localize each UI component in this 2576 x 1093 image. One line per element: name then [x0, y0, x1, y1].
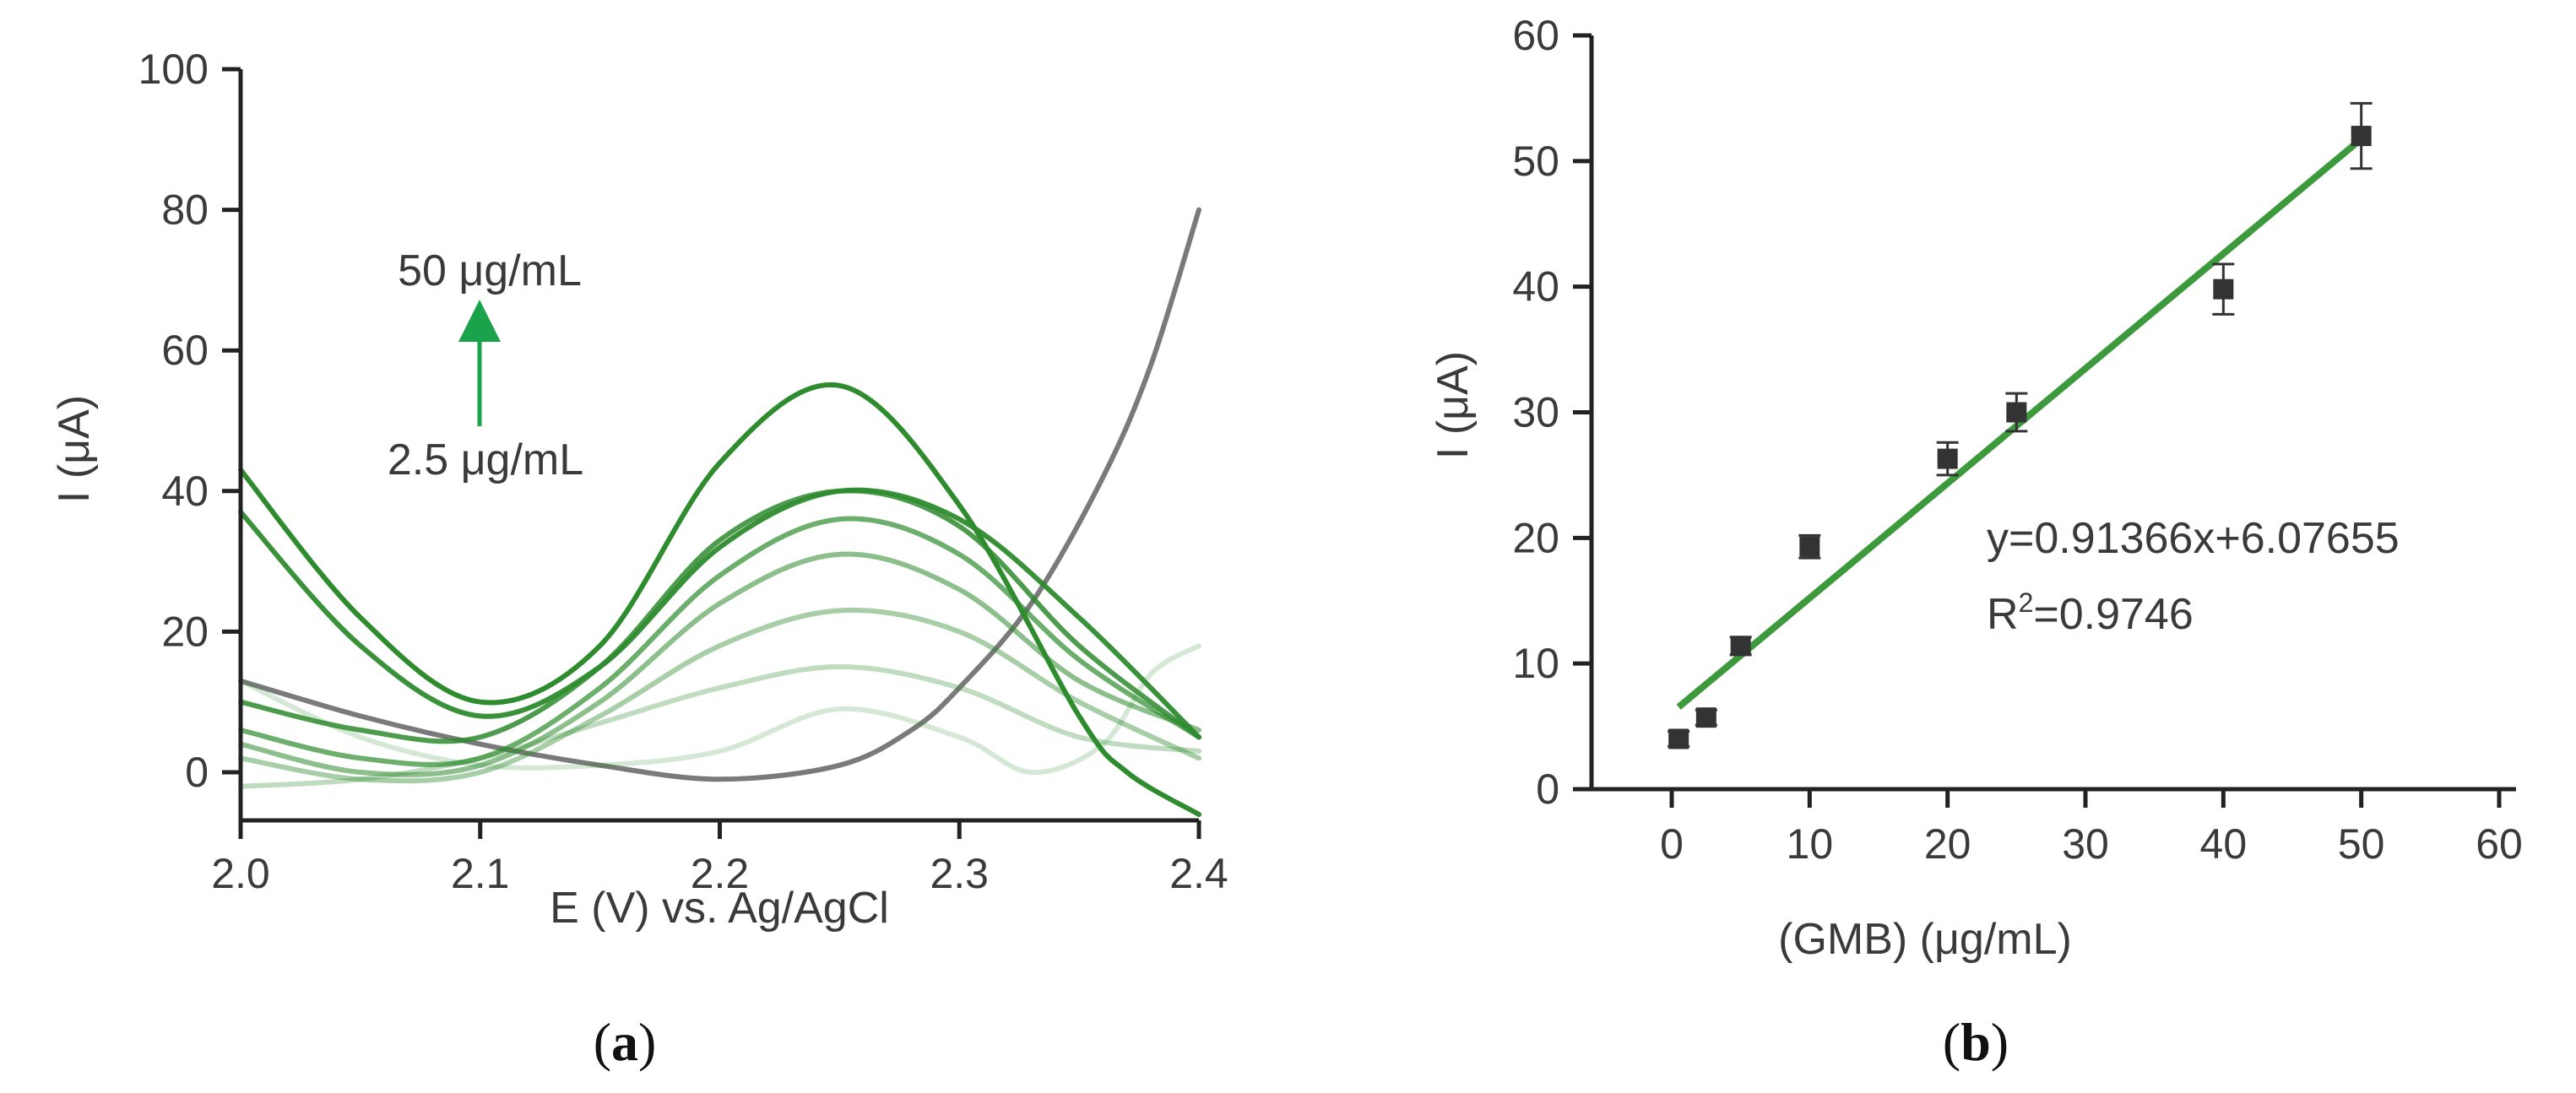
panel-b-ytick-label-10: 10 [1512, 640, 1559, 687]
data-point-0 [1668, 728, 1689, 749]
data-point-5 [2006, 402, 2027, 423]
panel-b-ytick-label-50: 50 [1512, 138, 1559, 185]
panel-b-xtick-label-60: 60 [2476, 820, 2523, 868]
panel-a-xtick-label-0: 2.0 [211, 850, 270, 897]
panel-a-curves [238, 207, 1201, 817]
annotation-2-5-ug-ml: 2.5 μg/mL [388, 436, 583, 484]
r-squared-value: =0.9746 [2033, 590, 2193, 639]
panel-b-fit-layer [1676, 136, 2364, 710]
data-point-2 [1730, 636, 1751, 657]
panel-a-ytick-label-40: 40 [161, 468, 209, 515]
panel-b-ytick-label-30: 30 [1512, 389, 1559, 436]
data-point-3 [1799, 536, 1820, 557]
curve-1 [238, 643, 1201, 776]
fit-line [1676, 136, 2364, 710]
curve-3 [238, 607, 1201, 784]
panel-label-b: (b) [1943, 1012, 2009, 1072]
data-point-7 [2351, 126, 2372, 147]
panel-a-ytick-label-100: 100 [138, 46, 209, 93]
panel-b-ytick-label-40: 40 [1512, 263, 1559, 311]
data-point-6 [2213, 279, 2234, 300]
panel-a-ytick-label-80: 80 [161, 187, 209, 234]
data-point-4 [1937, 448, 1958, 469]
panel-b-ytick-label-20: 20 [1512, 514, 1559, 561]
panel-a-ytick-label-0: 0 [185, 749, 209, 796]
panel-b-xtick-label-0: 0 [1660, 820, 1684, 868]
panel-b-xtick-label-10: 10 [1787, 820, 1834, 868]
panel-a-xtick-label-2: 2.2 [691, 850, 750, 897]
panel-b-ticks: 0 10 20 30 40 50 60 0 10 20 30 40 50 60 [1512, 12, 2522, 868]
r-squared-r: R [1987, 590, 2019, 639]
curve-8 [238, 487, 1201, 740]
panel-b-ytick-label-60: 60 [1512, 12, 1559, 59]
panel-a-x-axis-title: E (V) vs. Ag/AgCl [550, 884, 889, 933]
panel-b-x-axis-title: (GMB) (μg/mL) [1778, 915, 2072, 964]
panel-b-xtick-label-40: 40 [2200, 820, 2248, 868]
panel-b-ytick-label-0: 0 [1536, 766, 1559, 813]
panel-b-y-axis-title: I (μA) [1429, 351, 1478, 459]
panel-a-ytick-label-20: 20 [161, 608, 209, 655]
panel-label-a: (a) [594, 1012, 657, 1072]
panel-a-chart: 0 20 40 60 80 100 2.0 2.1 2.2 2.3 2.4 E (V) vs. Ag… [50, 46, 1228, 933]
curve-6 [238, 488, 1201, 744]
panel-a-y-axis-title: I (μA) [50, 395, 99, 503]
data-point-1 [1695, 707, 1716, 728]
curve-0 [238, 207, 1201, 782]
panel-a-xtick-label-1: 2.1 [451, 850, 510, 897]
panel-a-ticks: 0 20 40 60 80 100 2.0 2.1 2.2 2.3 2.4 [138, 46, 1228, 897]
panel-a-xtick-label-4: 2.4 [1169, 850, 1228, 897]
r-squared-label: R2=0.9746 [1987, 587, 2194, 639]
curve-7 [238, 381, 1201, 817]
regression-equation: y=0.91366x+6.07655 [1987, 514, 2400, 563]
panel-a-ytick-label-60: 60 [161, 327, 209, 374]
panel-b-xtick-label-30: 30 [2062, 820, 2109, 868]
panel-b-xtick-label-20: 20 [1924, 820, 1971, 868]
panel-b-xtick-label-50: 50 [2338, 820, 2385, 868]
curve-5 [238, 516, 1201, 767]
annotation-50-ug-ml: 50 μg/mL [398, 246, 582, 295]
panel-b-points [1668, 101, 2373, 749]
r-squared-sup: 2 [2019, 587, 2034, 618]
panel-a-xtick-label-3: 2.3 [930, 850, 989, 897]
panel-b-chart: 0 10 20 30 40 50 60 0 10 20 30 40 50 60 (GMB) (μg/mL)… [1429, 12, 2523, 964]
